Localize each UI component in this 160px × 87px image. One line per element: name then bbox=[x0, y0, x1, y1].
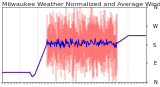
Text: Milwaukee Weather Normalized and Average Wind Direction (Last 24 Hours): Milwaukee Weather Normalized and Average… bbox=[2, 2, 160, 7]
